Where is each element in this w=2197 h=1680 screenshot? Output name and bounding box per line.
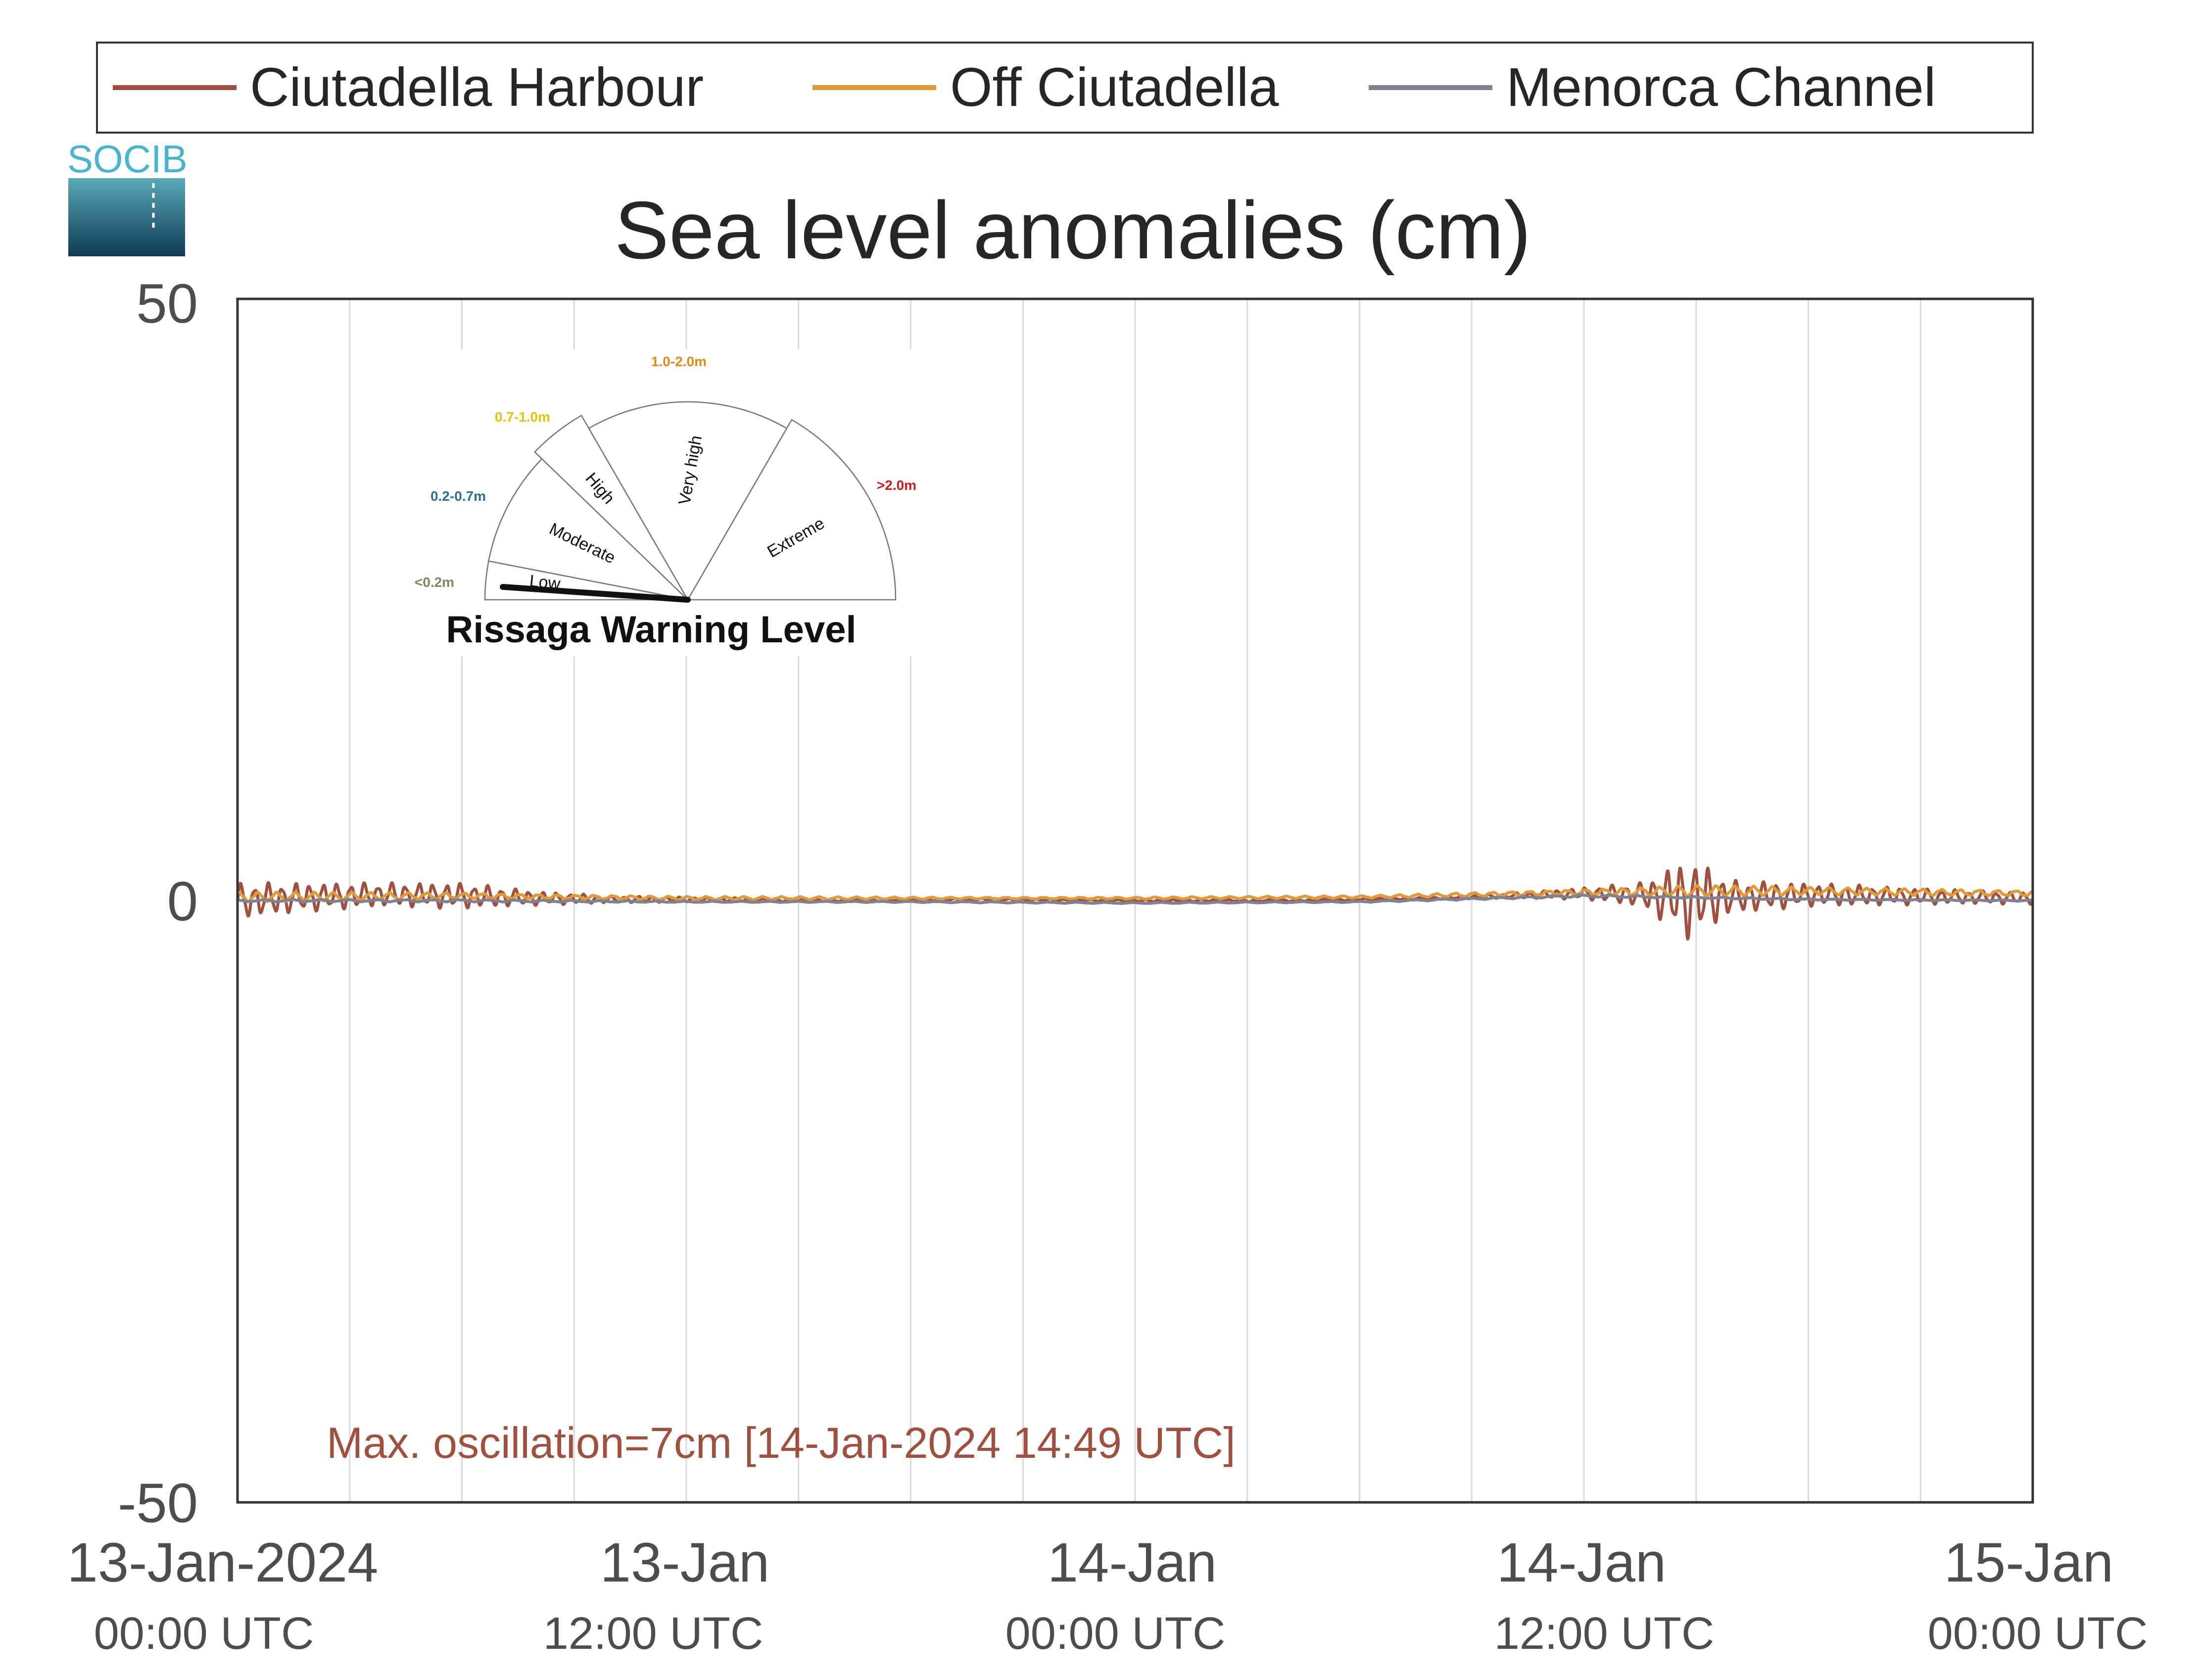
- plot-frame: [236, 297, 2034, 1504]
- x-tick-sublabel-1: 12:00 UTC: [543, 1608, 764, 1659]
- legend-label-ciutadella-harbour: Ciutadella Harbour: [250, 57, 704, 118]
- gauge-range-high: 0.7-1.0m: [495, 409, 550, 425]
- legend-label-off-ciutadella: Off Ciutadella: [950, 57, 1279, 118]
- y-tick-label-50: 50: [136, 273, 198, 335]
- gauge-range-moderate: 0.2-0.7m: [430, 488, 486, 504]
- socib-logo-graphic: [68, 178, 185, 256]
- y-tick-label-minus-50: -50: [118, 1472, 198, 1534]
- y-tick-label-0: 0: [167, 870, 198, 932]
- gauge-sector-moderate: [488, 458, 690, 601]
- gauge-title: Rissaga Warning Level: [446, 609, 856, 651]
- legend-box: [96, 42, 2034, 134]
- x-tick-sublabel-4: 00:00 UTC: [1928, 1608, 2148, 1659]
- x-tick-sublabel-3: 12:00 UTC: [1494, 1608, 1715, 1659]
- x-tick-sublabel-2: 00:00 UTC: [1005, 1608, 1226, 1659]
- x-tick-label-3: 14-Jan: [1497, 1532, 1666, 1593]
- socib-logo-text: SOCIB: [67, 137, 188, 181]
- gauge-sector-high: [533, 414, 689, 600]
- x-tick-sublabel-0: 00:00 UTC: [94, 1608, 314, 1659]
- x-tick-label-2: 14-Jan: [1048, 1532, 1217, 1593]
- chart-title: Sea level anomalies (cm): [615, 185, 1531, 276]
- max-oscillation-annotation: Max. oscillation=7cm [14-Jan-2024 14:49 …: [327, 1418, 1236, 1467]
- gauge-sectors: [484, 401, 897, 601]
- x-tick-label-4: 15-Jan: [1944, 1532, 2113, 1593]
- gauge-needle: [500, 584, 691, 603]
- rissaga-warning-gauge: Low Moderate High Very high Extreme <0.2…: [401, 349, 930, 656]
- x-tick-label-1: 13-Jan: [600, 1532, 769, 1593]
- gauge-range-very-high: 1.0-2.0m: [651, 354, 707, 369]
- series-layer: [236, 866, 2034, 941]
- gauge-sector-extreme: [686, 419, 897, 601]
- legend-label-menorca-channel: Menorca Channel: [1506, 57, 1936, 118]
- socib-logo: SOCIB: [67, 137, 188, 256]
- series-line-menorca-channel: [237, 893, 2034, 905]
- series-line-off-ciutadella: [236, 884, 2034, 904]
- series-line-ciutadella-harbour: [236, 866, 2034, 941]
- gauge-sector-very-high: [588, 401, 788, 601]
- legend: Ciutadella Harbour Off Ciutadella Menorc…: [96, 42, 2034, 134]
- x-tick-label-0: 13-Jan-2024: [67, 1532, 379, 1593]
- gauge-range-low: <0.2m: [415, 575, 454, 590]
- gauge-range-extreme: >2.0m: [877, 478, 916, 493]
